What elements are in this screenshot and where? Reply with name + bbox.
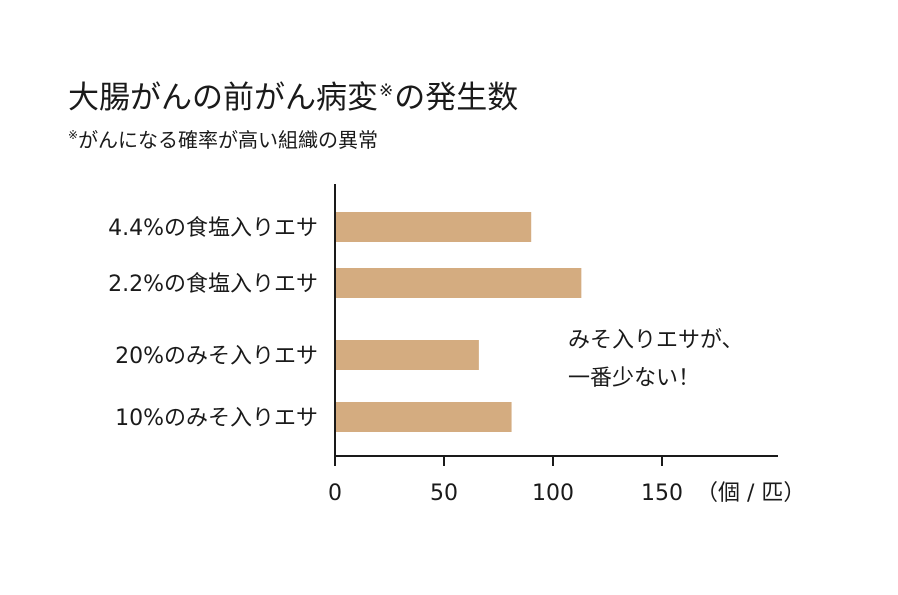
title-tail: の発生数 xyxy=(394,80,519,116)
footnote-mark: ※ xyxy=(68,128,79,142)
bar-2 xyxy=(335,340,479,370)
x-tick-label-2: 100 xyxy=(532,481,574,506)
category-label-1: 2.2%の食塩入りエサ xyxy=(108,272,318,297)
bar-1 xyxy=(335,268,582,298)
x-axis-unit: （個 / 匹） xyxy=(696,481,805,506)
category-label-0: 4.4%の食塩入りエサ xyxy=(108,216,318,241)
x-tick-label-1: 50 xyxy=(430,481,458,506)
category-label-2: 20%のみそ入りエサ xyxy=(115,344,318,369)
chart-footnote: ※がんになる確率が高い組織の異常 xyxy=(68,124,378,153)
title-main: 大腸がんの前がん病変 xyxy=(68,80,378,116)
bar-0 xyxy=(335,212,532,242)
x-tick-label-3: 150 xyxy=(641,481,683,506)
annotation-line-1: みそ入りエサが、 xyxy=(568,328,744,353)
title-note-mark: ※ xyxy=(379,81,394,101)
bar-3 xyxy=(335,402,512,432)
chart-title: 大腸がんの前がん病変※の発生数 xyxy=(68,72,518,117)
annotation-line-2: 一番少ない！ xyxy=(568,366,701,391)
category-label-3: 10%のみそ入りエサ xyxy=(115,406,318,431)
chart-annotation: みそ入りエサが、 一番少ない！ xyxy=(568,322,744,398)
footnote-text: がんになる確率が高い組織の異常 xyxy=(78,128,379,152)
x-tick-label-0: 0 xyxy=(328,481,342,506)
